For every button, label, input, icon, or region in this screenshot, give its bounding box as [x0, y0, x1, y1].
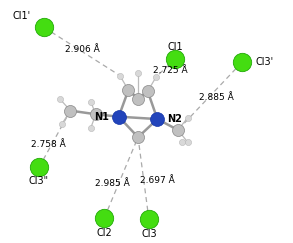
Point [136, 135, 140, 139]
Point [59, 122, 64, 126]
Text: Cl1': Cl1' [12, 11, 30, 21]
Point [179, 140, 184, 144]
Text: 2.906 Å: 2.906 Å [65, 44, 100, 53]
Point [126, 88, 131, 92]
Point [116, 115, 121, 119]
Text: N2: N2 [168, 114, 183, 124]
Point [117, 74, 122, 78]
Text: N1: N1 [94, 112, 109, 122]
Point [136, 97, 140, 101]
Text: Cl3': Cl3' [255, 57, 273, 67]
Point [88, 100, 93, 104]
Point [42, 25, 46, 29]
Point [176, 128, 180, 132]
Point [68, 109, 73, 113]
Text: Cl1: Cl1 [168, 42, 183, 52]
Text: 2.725 Å: 2.725 Å [153, 66, 188, 75]
Point [88, 126, 93, 130]
Text: 2.885 Å: 2.885 Å [199, 93, 234, 102]
Point [57, 97, 62, 101]
Text: 2.985 Å: 2.985 Å [95, 179, 130, 188]
Point [136, 71, 140, 75]
Point [93, 112, 98, 116]
Point [240, 60, 244, 64]
Text: Cl2: Cl2 [96, 228, 112, 238]
Text: Cl3": Cl3" [29, 176, 49, 186]
Point [155, 117, 160, 121]
Text: 2.758 Å: 2.758 Å [31, 140, 66, 149]
Point [185, 140, 190, 144]
Point [102, 216, 107, 220]
Point [146, 217, 151, 221]
Point [173, 57, 178, 61]
Text: Cl3: Cl3 [141, 229, 157, 239]
Point [37, 165, 41, 169]
Text: 2.697 Å: 2.697 Å [140, 176, 175, 185]
Point [145, 89, 150, 93]
Point [154, 75, 159, 79]
Point [185, 116, 190, 120]
